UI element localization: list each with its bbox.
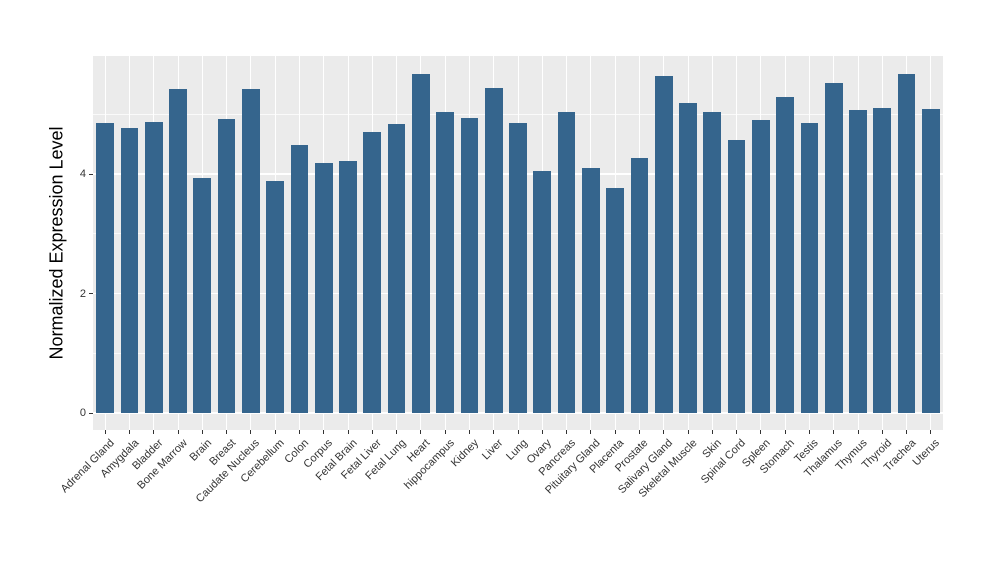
bar [582, 168, 600, 413]
x-tick-mark [468, 430, 470, 434]
bar [242, 89, 260, 413]
x-tick-mark [808, 430, 810, 434]
x-tick-mark [128, 430, 130, 434]
bar [606, 187, 624, 413]
y-tick-label: 0 [79, 407, 86, 419]
bar [314, 163, 333, 413]
bar [484, 88, 503, 413]
bar [120, 128, 139, 413]
bar [193, 177, 212, 413]
x-tick-mark [153, 430, 155, 434]
bar [897, 73, 916, 413]
bar [339, 161, 357, 413]
bar [776, 96, 794, 413]
x-tick-mark [177, 430, 179, 434]
x-tick-mark [857, 430, 859, 434]
bar [630, 158, 649, 413]
bar [679, 102, 697, 413]
x-tick-mark [250, 430, 252, 434]
x-tick-mark [444, 430, 446, 434]
x-tick-mark [201, 430, 203, 434]
bar [922, 109, 940, 413]
bar [460, 118, 479, 413]
x-tick-mark [663, 430, 665, 434]
y-tick-mark [89, 293, 93, 295]
x-tick-mark [323, 430, 325, 434]
x-tick-mark [930, 430, 932, 434]
x-tick-mark [736, 430, 738, 434]
bar [800, 123, 819, 413]
x-tick-mark [274, 430, 276, 434]
x-tick-mark [881, 430, 883, 434]
y-tick-label: 4 [79, 168, 86, 181]
x-tick-mark [711, 430, 713, 434]
x-tick-mark [226, 430, 228, 434]
x-tick-mark [104, 430, 106, 434]
x-tick-mark [566, 430, 568, 434]
bar [824, 83, 843, 413]
x-tick-mark [614, 430, 616, 434]
x-tick-mark [420, 430, 422, 434]
bar [144, 122, 163, 413]
bar [873, 107, 892, 413]
bar [412, 73, 430, 413]
bar [266, 181, 284, 413]
x-tick-mark [906, 430, 908, 434]
x-tick-mark [298, 430, 300, 434]
y-tick-mark [89, 173, 93, 175]
bar [509, 123, 527, 413]
bar [387, 124, 406, 413]
x-tick-mark [493, 430, 495, 434]
bar [654, 75, 673, 413]
bar [217, 119, 236, 413]
bar [727, 139, 746, 413]
gridline-minor [93, 114, 943, 115]
bar [436, 111, 454, 413]
bar [363, 132, 382, 413]
bar [533, 171, 552, 413]
x-tick-mark [687, 430, 689, 434]
y-axis-title-text: Normalized Expression Level [46, 126, 67, 360]
bar [96, 123, 114, 413]
x-tick-mark [760, 430, 762, 434]
x-tick-mark [833, 430, 835, 434]
plot-panel [93, 56, 943, 430]
x-tick-mark [784, 430, 786, 434]
x-tick-mark [396, 430, 398, 434]
bar [557, 112, 576, 413]
gridline-major [93, 412, 943, 414]
bar [703, 111, 722, 413]
bar [752, 120, 770, 413]
x-tick-mark [517, 430, 519, 434]
bar [290, 144, 309, 413]
x-tick-mark [347, 430, 349, 434]
y-tick-mark [89, 412, 93, 414]
x-tick-mark [541, 430, 543, 434]
x-tick-mark [638, 430, 640, 434]
y-tick-label: 2 [79, 287, 86, 300]
bar [849, 109, 867, 413]
x-tick-mark [590, 430, 592, 434]
x-tick-mark [371, 430, 373, 434]
x-tick-label-text: Liver [479, 437, 506, 463]
bar [169, 88, 187, 413]
